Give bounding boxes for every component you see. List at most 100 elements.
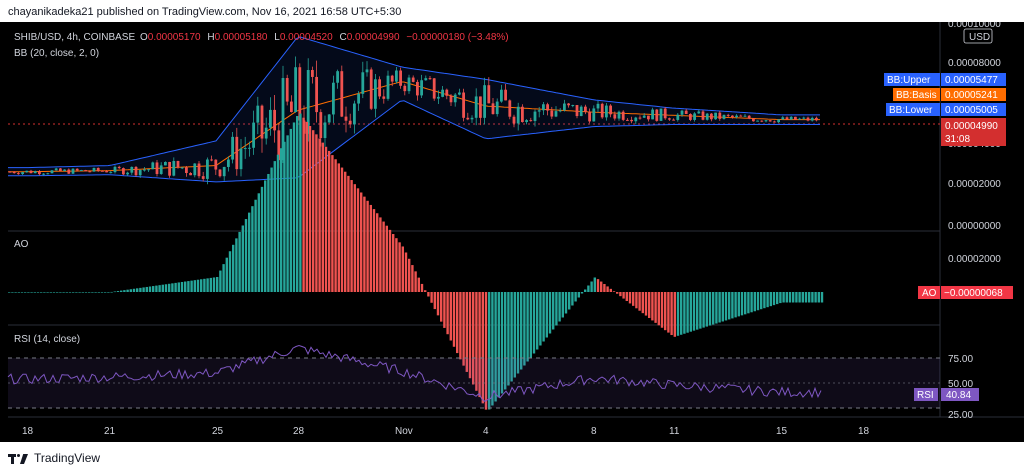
ao-bar — [395, 238, 398, 292]
rsi-tag — [914, 388, 938, 401]
ao-bar — [740, 292, 744, 316]
ao-bar — [203, 278, 206, 292]
candle-body — [407, 77, 411, 92]
currency-box[interactable] — [963, 28, 993, 44]
candle-body — [781, 117, 785, 120]
candle-body — [378, 79, 381, 97]
bb-basis-value: 0.00005241 — [945, 90, 998, 101]
candle-body — [71, 168, 75, 174]
candle-body — [659, 108, 663, 121]
ao-bar — [814, 292, 817, 303]
ao-bar — [88, 292, 91, 293]
candle-body — [512, 116, 516, 124]
ao-bar — [49, 292, 52, 293]
chart-area[interactable]: SHIB/USD, 4h, COINBASE O0.00005170 H0.00… — [0, 19, 1024, 442]
ao-bar — [420, 283, 424, 292]
ao-bar — [667, 292, 670, 333]
ao-bar — [299, 113, 302, 292]
ao-value: −0.00000068 — [944, 288, 1003, 299]
candle-body — [399, 70, 402, 86]
ao-bar — [443, 292, 446, 328]
candle-body — [710, 113, 713, 120]
ao-bar — [139, 287, 142, 292]
bb-basis-line — [8, 81, 820, 173]
candle-body — [80, 170, 83, 172]
rsi-line — [7, 344, 822, 403]
candle-body — [134, 166, 138, 176]
ao-bar — [593, 277, 596, 292]
ao-bar — [257, 193, 260, 292]
ao-bar — [206, 278, 209, 292]
time-tick: 28 — [293, 426, 305, 437]
ao-bar — [324, 146, 328, 292]
candle-body — [621, 111, 625, 120]
candle-body — [17, 173, 20, 175]
ao-bar — [459, 292, 462, 360]
candle-body — [630, 119, 633, 122]
ao-bar — [609, 288, 612, 292]
ao-bar — [552, 292, 555, 330]
ao-bar — [580, 292, 584, 294]
ao-bar — [417, 277, 420, 292]
ao-bar — [337, 163, 340, 292]
time-tick: 15 — [776, 426, 788, 437]
candle-body — [798, 118, 801, 120]
candle-body — [50, 170, 54, 174]
rsi-title[interactable]: RSI (14, close) — [14, 334, 80, 345]
candle-body — [126, 172, 129, 175]
ao-bar — [168, 283, 171, 292]
candle-body — [554, 111, 558, 117]
ao-bar — [212, 277, 216, 292]
candle-body — [752, 118, 755, 122]
ao-bar — [484, 292, 488, 410]
ao-title[interactable]: AO — [14, 239, 29, 250]
candle-body — [390, 75, 394, 82]
ao-bar — [497, 292, 500, 398]
ao-bar — [235, 238, 238, 292]
ao-bar — [340, 167, 344, 292]
tradingview-logo[interactable]: TradingView — [8, 451, 100, 465]
candle-body — [344, 116, 348, 121]
symbol-label[interactable]: SHIB/USD, 4h, COINBASE — [14, 32, 135, 43]
low-value: 0.00004520 — [280, 32, 333, 43]
ao-bar — [801, 292, 804, 303]
candle-body — [185, 167, 188, 173]
candle-body — [353, 103, 356, 125]
bb-indicator-label[interactable]: BB (20, close, 2, 0) — [14, 48, 99, 59]
candle-body — [285, 78, 289, 102]
ao-bar — [116, 291, 120, 292]
ao-bar — [750, 292, 753, 313]
ao-bar — [600, 281, 603, 292]
candle-body — [466, 117, 470, 120]
ao-bar — [718, 292, 721, 323]
ao-bar — [574, 292, 577, 302]
candle-body — [21, 172, 24, 175]
candle-body — [281, 78, 285, 161]
ao-bar — [577, 292, 580, 298]
bb-upper-value-box — [941, 73, 1006, 86]
ao-bar — [14, 292, 17, 293]
candle-body — [634, 117, 638, 122]
bb-lower-value-box — [941, 103, 1006, 116]
candle-body — [491, 103, 495, 115]
ao-bar — [68, 292, 72, 293]
candle-body — [596, 103, 600, 109]
ao-bar — [692, 292, 696, 331]
candle-body — [298, 67, 302, 121]
chart-canvas[interactable]: SHIB/USD, 4h, COINBASE O0.00005170 H0.00… — [0, 19, 1024, 442]
candle-body — [294, 67, 297, 113]
candle-body — [445, 89, 449, 96]
candle-body — [264, 127, 268, 139]
candle-body — [701, 111, 705, 120]
ao-bar — [158, 285, 161, 292]
ao-bar — [622, 292, 625, 299]
ao-bar — [603, 283, 606, 292]
ao-bar — [744, 292, 747, 315]
ao-bar — [715, 292, 718, 324]
candle-body — [588, 111, 591, 122]
candle-body — [672, 119, 675, 121]
candlesticks — [8, 56, 818, 185]
candle-body — [235, 136, 239, 170]
high-value: 0.00005180 — [215, 32, 268, 43]
candle-body — [113, 166, 117, 173]
